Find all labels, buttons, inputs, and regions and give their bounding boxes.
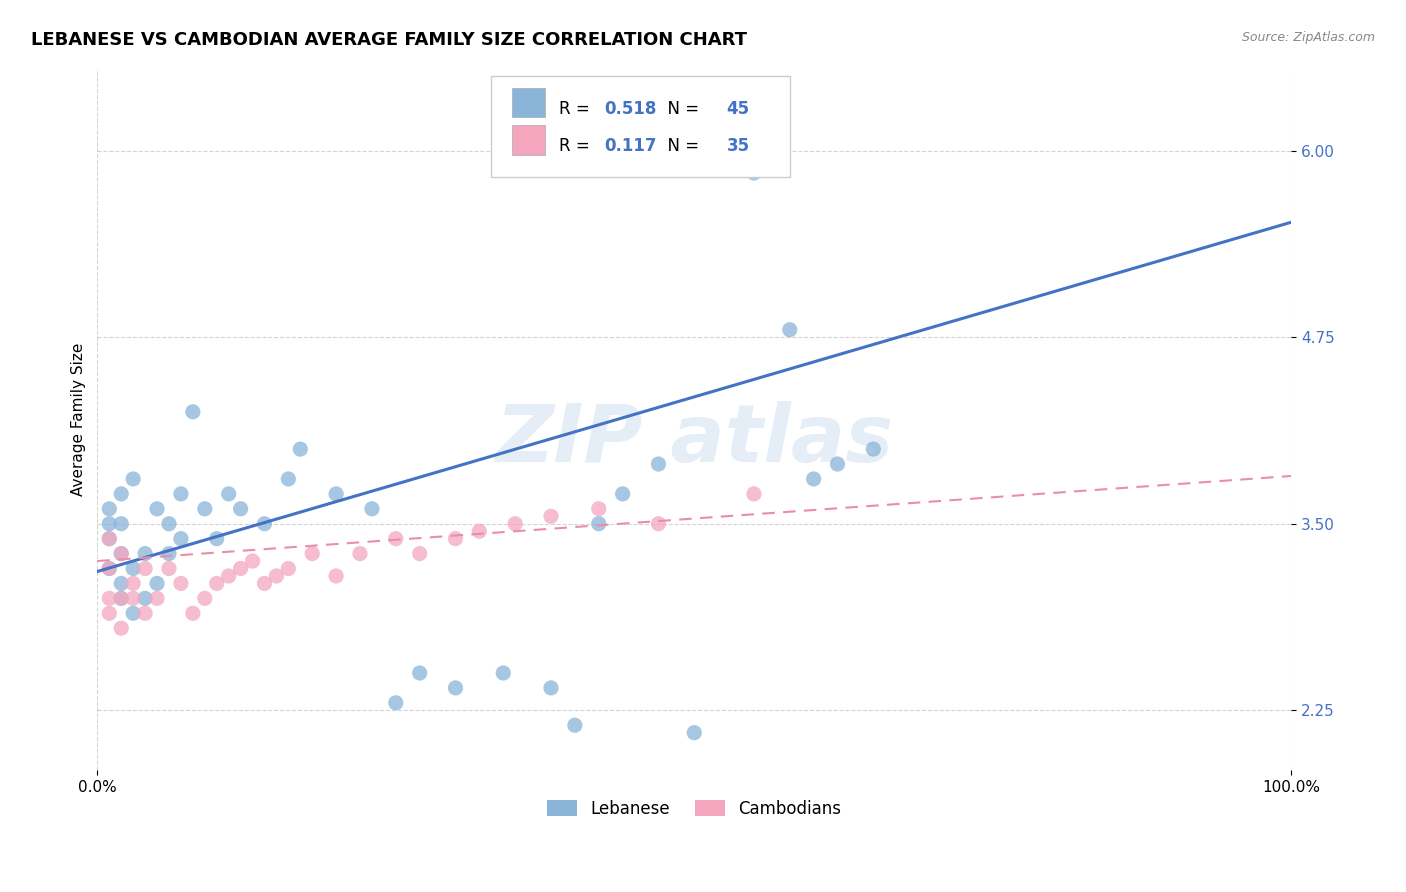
Point: [98, 607, 121, 621]
Point: [194, 501, 217, 516]
Point: [110, 487, 132, 501]
Point: [803, 472, 825, 486]
Point: [146, 591, 169, 606]
Point: [157, 561, 180, 575]
Point: [266, 569, 288, 583]
Point: [110, 576, 132, 591]
Point: [122, 472, 145, 486]
Point: [110, 591, 132, 606]
Point: [444, 681, 467, 695]
Point: [218, 487, 240, 501]
Point: [170, 487, 193, 501]
Point: [503, 516, 526, 531]
Point: [110, 516, 132, 531]
Point: [349, 547, 371, 561]
Point: [205, 532, 228, 546]
Point: [408, 547, 430, 561]
Point: [205, 576, 228, 591]
Text: ZIP atlas: ZIP atlas: [495, 401, 893, 479]
Text: LEBANESE VS CAMBODIAN AVERAGE FAMILY SIZE CORRELATION CHART: LEBANESE VS CAMBODIAN AVERAGE FAMILY SIZ…: [31, 31, 747, 49]
Point: [98, 532, 121, 546]
Point: [122, 561, 145, 575]
Bar: [512, 88, 546, 118]
Point: [301, 547, 323, 561]
Point: [194, 591, 217, 606]
Point: [98, 561, 121, 575]
Point: [242, 554, 264, 568]
Text: Source: ZipAtlas.com: Source: ZipAtlas.com: [1241, 31, 1375, 45]
Point: [290, 442, 312, 456]
Point: [134, 561, 156, 575]
Point: [134, 591, 156, 606]
Point: [110, 591, 132, 606]
Point: [98, 501, 121, 516]
Point: [492, 665, 515, 680]
Point: [827, 457, 849, 471]
Point: [218, 569, 240, 583]
Point: [181, 607, 204, 621]
Point: [588, 516, 610, 531]
Point: [779, 323, 801, 337]
Text: 45: 45: [727, 100, 749, 118]
Legend: Lebanese, Cambodians: Lebanese, Cambodians: [540, 794, 848, 825]
Point: [122, 576, 145, 591]
Point: [98, 561, 121, 575]
Point: [385, 532, 408, 546]
Point: [862, 442, 884, 456]
Point: [647, 516, 669, 531]
Point: [110, 547, 132, 561]
Point: [122, 607, 145, 621]
Point: [98, 516, 121, 531]
Point: [122, 591, 145, 606]
Point: [647, 457, 669, 471]
Bar: [512, 125, 546, 154]
Point: [253, 516, 276, 531]
Text: 0.117: 0.117: [605, 136, 657, 154]
Point: [564, 718, 586, 732]
Point: [98, 591, 121, 606]
Point: [612, 487, 634, 501]
Text: 0.518: 0.518: [605, 100, 657, 118]
Point: [385, 696, 408, 710]
Point: [110, 621, 132, 635]
Point: [146, 576, 169, 591]
Text: N =: N =: [657, 136, 704, 154]
Text: R =: R =: [560, 136, 595, 154]
Text: 35: 35: [727, 136, 749, 154]
Point: [181, 405, 204, 419]
Point: [588, 501, 610, 516]
Point: [742, 487, 765, 501]
Point: [110, 547, 132, 561]
Point: [683, 725, 706, 739]
Text: N =: N =: [657, 100, 704, 118]
Point: [146, 501, 169, 516]
Point: [134, 607, 156, 621]
Point: [325, 487, 347, 501]
Point: [157, 547, 180, 561]
FancyBboxPatch shape: [491, 76, 790, 178]
Point: [444, 532, 467, 546]
Point: [277, 472, 299, 486]
Point: [157, 516, 180, 531]
Point: [540, 509, 562, 524]
Point: [325, 569, 347, 583]
Point: [277, 561, 299, 575]
Point: [253, 576, 276, 591]
Point: [170, 576, 193, 591]
Point: [134, 547, 156, 561]
Point: [408, 665, 430, 680]
Point: [98, 532, 121, 546]
Y-axis label: Average Family Size: Average Family Size: [72, 343, 86, 496]
Point: [229, 561, 252, 575]
Point: [540, 681, 562, 695]
Point: [468, 524, 491, 539]
Point: [361, 501, 384, 516]
Point: [742, 166, 765, 180]
Text: R =: R =: [560, 100, 595, 118]
Point: [170, 532, 193, 546]
Point: [229, 501, 252, 516]
